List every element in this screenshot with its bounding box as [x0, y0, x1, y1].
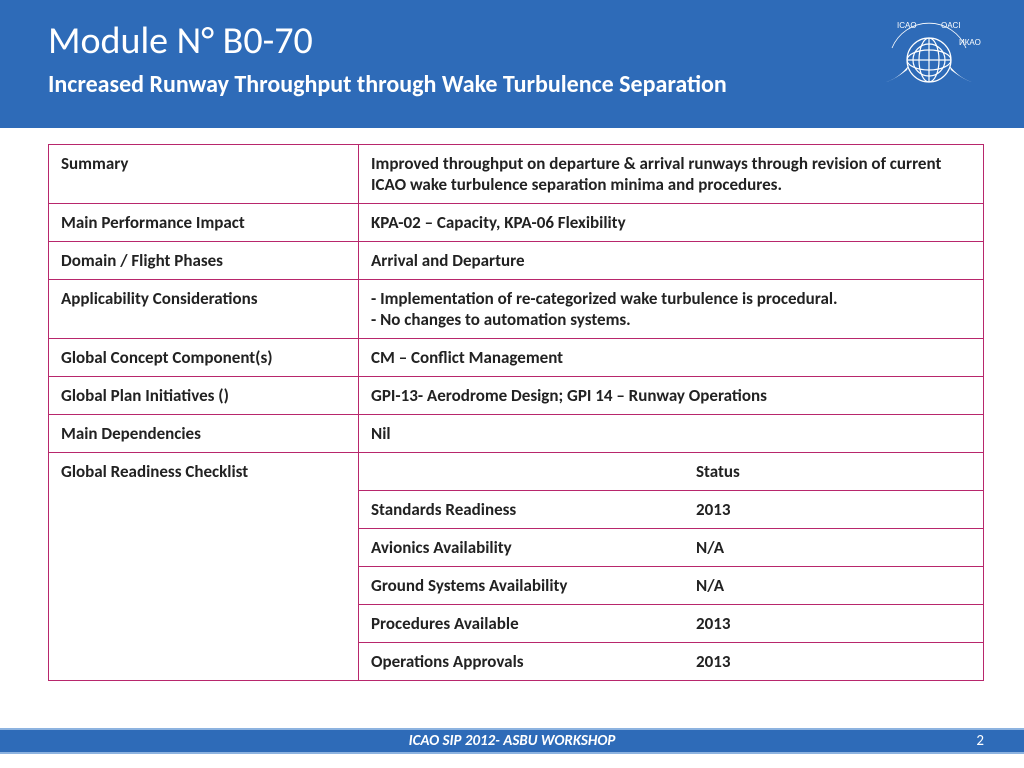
row-value: GPI-13- Aerodrome Design; GPI 14 – Runwa…: [359, 377, 984, 415]
row-label: Summary: [49, 145, 359, 204]
content-area: Summary Improved throughput on departure…: [0, 128, 1024, 681]
slide-header: Module N° B0-70 Increased Runway Through…: [0, 0, 1024, 128]
checklist-item-label: Ground Systems Availability: [359, 567, 684, 605]
svg-text:ИКАО: ИКАО: [959, 38, 981, 47]
table-row: Domain / Flight Phases Arrival and Depar…: [49, 242, 984, 280]
row-value: Improved throughput on departure & arriv…: [359, 145, 984, 204]
table-row: Main Performance Impact KPA-02 – Capacit…: [49, 204, 984, 242]
checklist-cell: Status Standards Readiness 2013 Avionics…: [359, 453, 984, 681]
row-label: Global Readiness Checklist: [49, 453, 359, 681]
checklist-item-status: 2013: [684, 643, 983, 681]
checklist-row: Ground Systems Availability N/A: [359, 567, 983, 605]
table-row: Summary Improved throughput on departure…: [49, 145, 984, 204]
checklist-item-status: N/A: [684, 567, 983, 605]
row-label: Global Plan Initiatives (): [49, 377, 359, 415]
table-row: Global Plan Initiatives () GPI-13- Aerod…: [49, 377, 984, 415]
checklist-row: Operations Approvals 2013: [359, 643, 983, 681]
checklist-row: Avionics Availability N/A: [359, 529, 983, 567]
table-row: Applicability Considerations - Implement…: [49, 280, 984, 339]
row-label: Main Performance Impact: [49, 204, 359, 242]
checklist-item-label: Standards Readiness: [359, 491, 684, 529]
slide-title: Module N° B0-70: [48, 18, 727, 64]
empty-cell: [359, 453, 684, 491]
svg-text:ICAO: ICAO: [897, 21, 917, 30]
svg-text:OACI: OACI: [941, 21, 961, 30]
bullet-text: No changes to automation systems.: [380, 309, 631, 330]
checklist-row: Procedures Available 2013: [359, 605, 983, 643]
checklist-row: Standards Readiness 2013: [359, 491, 983, 529]
slide-subtitle: Increased Runway Throughput through Wake…: [48, 70, 727, 99]
row-label: Domain / Flight Phases: [49, 242, 359, 280]
bullet-text: Implementation of re-categorized wake tu…: [380, 288, 838, 309]
row-label: Applicability Considerations: [49, 280, 359, 339]
row-value: Arrival and Departure: [359, 242, 984, 280]
checklist-item-label: Operations Approvals: [359, 643, 684, 681]
slide-footer: ICAO SIP 2012- ASBU WORKSHOP 2: [0, 728, 1024, 754]
page-number: 2: [976, 732, 984, 750]
checklist-item-status: N/A: [684, 529, 983, 567]
checklist-table: Status Standards Readiness 2013 Avionics…: [359, 453, 983, 680]
row-value: - Implementation of re-categorized wake …: [359, 280, 984, 339]
module-table: Summary Improved throughput on departure…: [48, 144, 984, 681]
checklist-item-label: Procedures Available: [359, 605, 684, 643]
row-value: KPA-02 – Capacity, KPA-06 Flexibility: [359, 204, 984, 242]
header-text: Module N° B0-70 Increased Runway Through…: [48, 18, 727, 99]
row-value: CM – Conflict Management: [359, 339, 984, 377]
row-value: Nil: [359, 415, 984, 453]
checklist-item-status: 2013: [684, 605, 983, 643]
row-label: Main Dependencies: [49, 415, 359, 453]
checklist-header-row: Status: [359, 453, 983, 491]
table-row: Global Readiness Checklist Status Standa…: [49, 453, 984, 681]
checklist-item-status: 2013: [684, 491, 983, 529]
row-label: Global Concept Component(s): [49, 339, 359, 377]
table-row: Main Dependencies Nil: [49, 415, 984, 453]
checklist-item-label: Avionics Availability: [359, 529, 684, 567]
table-row: Global Concept Component(s) CM – Conflic…: [49, 339, 984, 377]
icao-logo-icon: ICAO OACI ИКАО: [874, 10, 984, 115]
status-header: Status: [684, 453, 983, 491]
footer-text: ICAO SIP 2012- ASBU WORKSHOP: [409, 732, 616, 750]
